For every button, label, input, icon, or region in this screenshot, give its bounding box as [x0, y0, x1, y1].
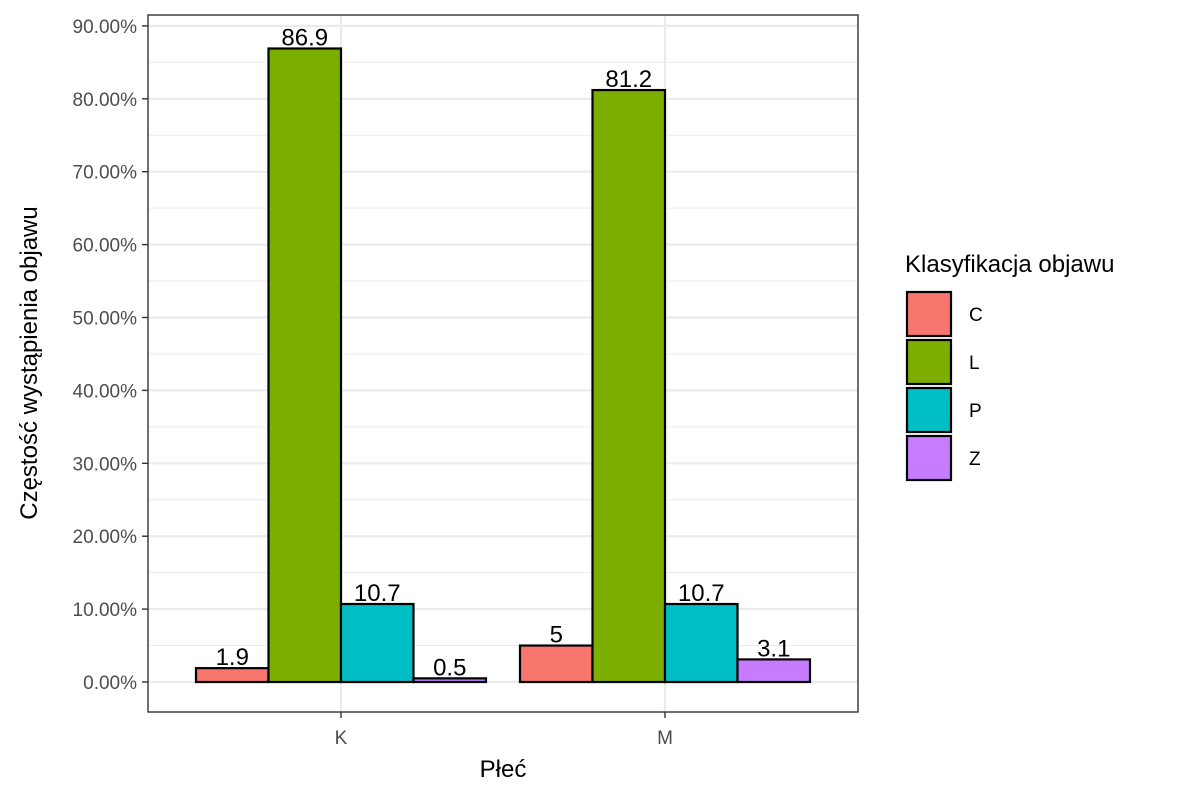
y-axis-title: Częstość wystąpienia objawu [16, 206, 43, 520]
bar-l-k [267, 47, 343, 684]
bar-p-m [663, 602, 739, 684]
data-label-l-k: 86.9 [281, 24, 328, 51]
plot-background [148, 15, 858, 712]
x-axis-title: Płeć [480, 756, 527, 783]
x-tick-label-m: M [657, 728, 673, 749]
data-label-p-m: 10.7 [678, 580, 725, 607]
legend-key-c [905, 290, 953, 338]
data-label-z-m: 3.1 [757, 635, 790, 662]
data-labels: 1.9 5 86.9 81.2 10.7 10.7 0.5 3.1 [216, 24, 791, 681]
bars [194, 47, 812, 684]
y-tick-label: 50.00% [73, 309, 138, 330]
bar-c-m [518, 644, 594, 684]
data-label-z-k: 0.5 [433, 654, 466, 681]
legend-label-l: L [969, 353, 980, 374]
legend-label-p: P [969, 401, 982, 422]
y-tick-label: 30.00% [73, 454, 138, 475]
y-tick-label: 20.00% [73, 527, 138, 548]
y-tick-label: 0.00% [83, 673, 137, 694]
bar-z-k [412, 677, 488, 684]
legend-label-c: C [969, 305, 983, 326]
y-tick-label: 10.00% [73, 600, 138, 621]
plot-panel-border [147, 14, 859, 713]
y-tick-label: 80.00% [73, 90, 138, 111]
bar-p-k [339, 602, 415, 684]
data-label-c-k: 1.9 [216, 644, 249, 671]
legend-label-z: Z [969, 449, 981, 470]
y-tick-label: 40.00% [73, 381, 138, 402]
legend-key-z [905, 434, 953, 482]
legend: Klasyfikacja objawu C L P Z [905, 251, 1114, 482]
bar-l-m [591, 88, 667, 684]
y-tick-label: 60.00% [73, 236, 138, 257]
y-tick-label: 70.00% [73, 163, 138, 184]
grid [148, 15, 858, 712]
y-tick-label: 90.00% [73, 17, 138, 38]
legend-key-l [905, 338, 953, 386]
bar-z-m [736, 658, 812, 684]
legend-title: Klasyfikacja objawu [905, 251, 1114, 278]
x-tick-label-k: K [335, 728, 348, 749]
y-axis: 0.00% 10.00% 20.00% 30.00% 40.00% 50.00% 60.00… [73, 17, 148, 694]
data-label-l-m: 81.2 [605, 66, 652, 93]
data-label-c-m: 5 [550, 622, 563, 649]
data-label-p-k: 10.7 [354, 580, 401, 607]
legend-key-p [905, 386, 953, 434]
